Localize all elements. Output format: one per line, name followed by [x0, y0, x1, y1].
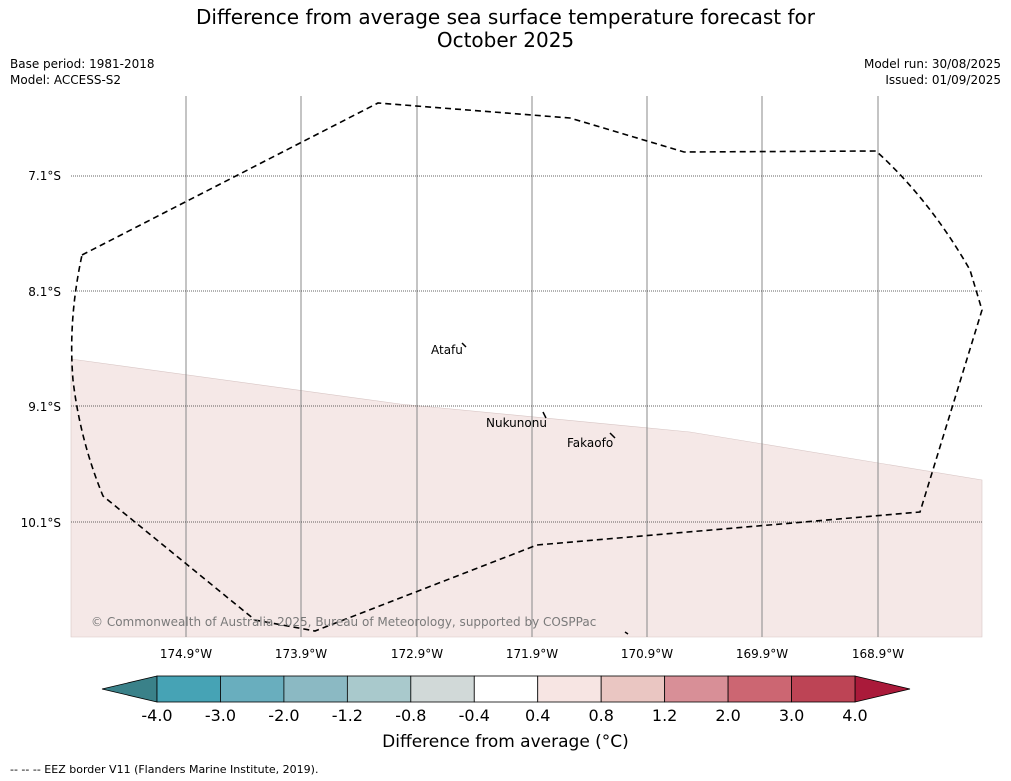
- label-nukunonu: Nukunonu: [486, 416, 547, 430]
- colorbar-tick-label: -1.2: [332, 706, 363, 725]
- colorbar-tick-label: 3.0: [779, 706, 804, 725]
- meta-right: Model run: 30/08/2025 Issued: 01/09/2025: [864, 56, 1001, 88]
- colorbar-segment-1: [220, 675, 285, 703]
- meta-left: Base period: 1981-2018 Model: ACCESS-S2: [10, 56, 155, 88]
- colorbar-tick-label: -0.4: [459, 706, 490, 725]
- colorbar-tick-label: 1.2: [652, 706, 677, 725]
- lon-label-172.9W: 172.9°W: [391, 647, 443, 661]
- lon-label-174.9W: 174.9°W: [160, 647, 212, 661]
- lat-label-8.1S: 8.1°S: [28, 285, 61, 299]
- islet: [624, 631, 629, 635]
- islands: [461, 342, 629, 635]
- label-fakaofo: Fakaofo: [567, 436, 613, 450]
- eez-legend-text: -- -- -- EEZ border V11 (Flanders Marine…: [10, 763, 319, 776]
- lon-label-170.9W: 170.9°W: [621, 647, 673, 661]
- lon-label-168.9W: 168.9°W: [852, 647, 904, 661]
- colorbar-segments: [156, 675, 856, 703]
- model-run-text: Model run: 30/08/2025: [863, 57, 1001, 71]
- atafu-island: [461, 342, 467, 348]
- colorbar-segment-3: [346, 675, 412, 703]
- colorbar-segment-9: [727, 675, 792, 703]
- colorbar-under-arrow: [101, 675, 158, 703]
- lat-label-10.1S: 10.1°S: [21, 516, 61, 530]
- lat-label-9.1S: 9.1°S: [28, 400, 61, 414]
- colorbar-tick-labels: -4.0 -3.0 -2.0 -1.2 -0.8 -0.4 0.4 0.8 1.2 2.0 3.0 4…: [141, 706, 867, 725]
- title-line-2: October 2025: [436, 28, 575, 52]
- fakaofo-island: [609, 432, 616, 439]
- colorbar-segment-0: [156, 675, 221, 703]
- colorbar-tick-label: -4.0: [141, 706, 172, 725]
- nukunonu-island: [542, 411, 547, 419]
- model-text: Model: ACCESS-S2: [10, 73, 122, 87]
- lon-label-169.9W: 169.9°W: [736, 647, 788, 661]
- colorbar-tick-label: -2.0: [268, 706, 299, 725]
- colorbar-segment-2: [283, 675, 348, 703]
- anomaly-band-0.4-0.8: [70, 358, 983, 638]
- colorbar-tick-label: -0.8: [395, 706, 426, 725]
- colorbar-tick-label: 0.4: [525, 706, 550, 725]
- colorbar-segment-4: [410, 675, 475, 703]
- copyright-text: © Commonwealth of Australia 2025, Bureau…: [91, 615, 596, 629]
- lat-label-7.1S: 7.1°S: [28, 169, 61, 183]
- title-line-1: Difference from average sea surface temp…: [195, 5, 815, 29]
- base-period-text: Base period: 1981-2018: [10, 57, 155, 71]
- colorbar-tick-label: -3.0: [205, 706, 236, 725]
- colorbar-over-arrow: [854, 675, 911, 703]
- colorbar-segment-6: [537, 675, 602, 703]
- colorbar-segment-5: [473, 675, 539, 703]
- longitude-labels: 174.9°W 173.9°W 172.9°W 171.9°W 170.9°W …: [160, 647, 904, 661]
- eez-border: [70, 102, 983, 632]
- issued-text: Issued: 01/09/2025: [885, 73, 1001, 87]
- colorbar-tick-label: 2.0: [715, 706, 740, 725]
- colorbar-segment-7: [600, 675, 666, 703]
- colorbar-tick-label: 0.8: [588, 706, 613, 725]
- colorbar-title: Difference from average (°C): [382, 732, 629, 752]
- meridian-lines: [185, 96, 879, 637]
- colorbar-segment-8: [664, 675, 729, 703]
- colorbar-tick-label: 4.0: [842, 706, 867, 725]
- lon-label-173.9W: 173.9°W: [275, 647, 327, 661]
- chart-title: Difference from average sea surface temp…: [0, 6, 1011, 52]
- label-atafu: Atafu: [431, 343, 463, 357]
- latitude-labels: 7.1°S 8.1°S 9.1°S 10.1°S: [21, 169, 61, 530]
- lon-label-171.9W: 171.9°W: [506, 647, 558, 661]
- place-labels: Atafu Nukunonu Fakaofo: [431, 343, 613, 450]
- colorbar-segment-10: [791, 675, 856, 703]
